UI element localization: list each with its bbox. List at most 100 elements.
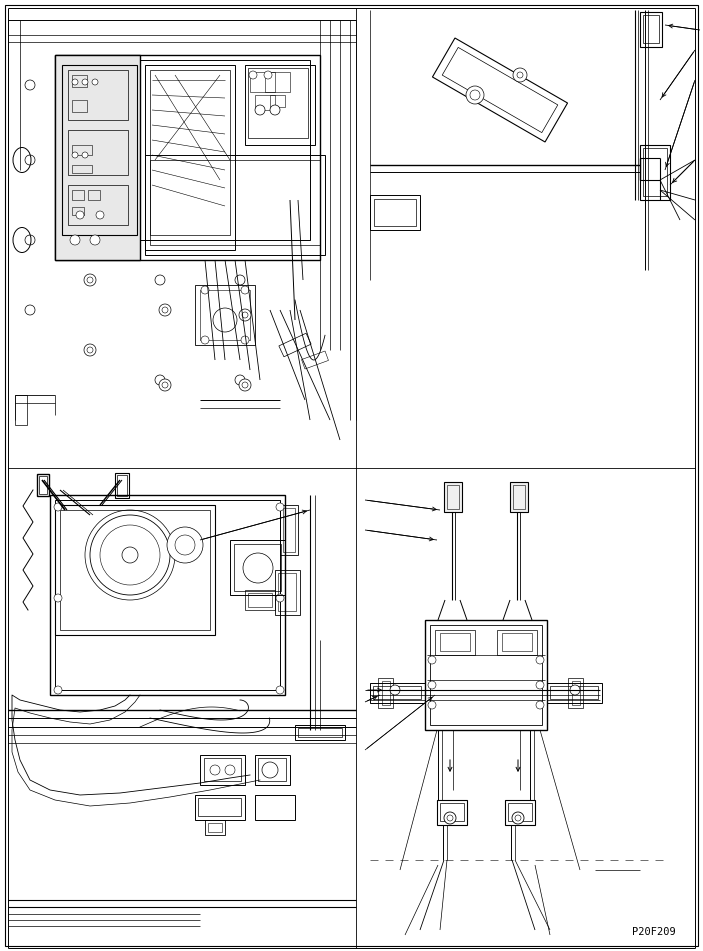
Bar bbox=[55, 55, 140, 260]
Bar bbox=[39, 476, 47, 494]
Circle shape bbox=[270, 105, 280, 115]
Circle shape bbox=[162, 307, 168, 313]
Circle shape bbox=[249, 71, 257, 79]
Circle shape bbox=[255, 105, 265, 115]
Circle shape bbox=[72, 152, 78, 158]
Bar bbox=[250, 72, 275, 92]
Circle shape bbox=[241, 336, 249, 344]
Bar bbox=[440, 633, 470, 651]
Circle shape bbox=[390, 685, 400, 695]
Bar bbox=[248, 593, 272, 607]
Bar bbox=[435, 630, 475, 655]
Circle shape bbox=[84, 274, 96, 286]
Bar bbox=[283, 508, 295, 552]
Bar bbox=[430, 625, 542, 725]
Circle shape bbox=[444, 812, 456, 824]
Circle shape bbox=[513, 68, 527, 82]
Bar bbox=[373, 686, 421, 699]
Circle shape bbox=[76, 211, 84, 219]
Bar bbox=[437, 800, 467, 825]
Bar bbox=[115, 473, 129, 498]
Bar bbox=[72, 100, 87, 112]
Circle shape bbox=[276, 686, 284, 694]
Bar bbox=[145, 65, 235, 250]
Bar bbox=[643, 148, 667, 196]
Bar bbox=[502, 633, 532, 651]
Bar bbox=[425, 620, 547, 730]
Bar bbox=[245, 590, 275, 610]
Circle shape bbox=[118, 585, 127, 593]
Bar bbox=[62, 65, 137, 235]
Circle shape bbox=[72, 79, 78, 85]
Circle shape bbox=[25, 80, 35, 90]
Bar bbox=[55, 500, 280, 690]
Bar bbox=[195, 795, 245, 820]
Circle shape bbox=[94, 566, 103, 574]
Circle shape bbox=[242, 312, 248, 318]
Bar bbox=[50, 495, 285, 695]
Bar bbox=[55, 55, 320, 260]
Bar bbox=[270, 95, 285, 107]
Circle shape bbox=[162, 382, 168, 388]
Circle shape bbox=[90, 515, 170, 595]
Bar bbox=[255, 755, 290, 785]
Circle shape bbox=[70, 235, 80, 245]
Circle shape bbox=[155, 375, 165, 385]
Bar bbox=[444, 482, 462, 512]
Bar bbox=[205, 820, 225, 835]
Bar bbox=[295, 725, 345, 740]
Bar bbox=[195, 285, 255, 345]
Circle shape bbox=[241, 286, 249, 294]
Circle shape bbox=[242, 382, 248, 388]
Bar bbox=[370, 195, 420, 230]
Circle shape bbox=[82, 152, 88, 158]
Bar bbox=[258, 758, 286, 781]
Bar bbox=[60, 510, 210, 630]
Bar bbox=[72, 145, 92, 155]
Bar bbox=[278, 573, 296, 611]
Circle shape bbox=[201, 336, 209, 344]
Circle shape bbox=[515, 815, 521, 821]
Circle shape bbox=[148, 578, 156, 587]
Circle shape bbox=[235, 375, 245, 385]
Bar bbox=[510, 482, 528, 512]
Circle shape bbox=[517, 72, 523, 78]
Bar bbox=[150, 160, 320, 245]
Circle shape bbox=[92, 79, 98, 85]
Bar bbox=[298, 728, 342, 737]
Bar bbox=[248, 68, 308, 138]
Circle shape bbox=[225, 765, 235, 775]
Circle shape bbox=[159, 379, 171, 391]
Bar bbox=[72, 165, 92, 173]
Circle shape bbox=[536, 681, 544, 689]
Bar bbox=[370, 683, 425, 703]
Bar bbox=[208, 823, 222, 832]
Circle shape bbox=[148, 524, 156, 532]
Bar bbox=[230, 540, 285, 595]
Bar bbox=[265, 72, 290, 92]
Circle shape bbox=[276, 503, 284, 511]
Circle shape bbox=[512, 812, 524, 824]
Bar bbox=[255, 795, 295, 820]
Circle shape bbox=[25, 155, 35, 165]
Circle shape bbox=[235, 275, 245, 285]
Bar bbox=[150, 70, 230, 235]
Circle shape bbox=[428, 701, 436, 709]
Circle shape bbox=[54, 686, 62, 694]
Bar bbox=[68, 70, 128, 120]
Bar bbox=[497, 630, 537, 655]
Bar bbox=[374, 199, 416, 226]
Bar bbox=[378, 678, 393, 708]
Bar bbox=[72, 207, 84, 215]
Bar bbox=[68, 185, 128, 225]
Circle shape bbox=[536, 701, 544, 709]
Circle shape bbox=[243, 553, 273, 583]
Circle shape bbox=[264, 71, 272, 79]
Circle shape bbox=[94, 535, 103, 544]
Text: P20F209: P20F209 bbox=[632, 927, 676, 937]
Bar bbox=[145, 155, 325, 255]
Bar bbox=[117, 475, 127, 496]
Bar bbox=[382, 681, 390, 705]
Circle shape bbox=[87, 347, 93, 353]
Bar bbox=[275, 570, 300, 615]
